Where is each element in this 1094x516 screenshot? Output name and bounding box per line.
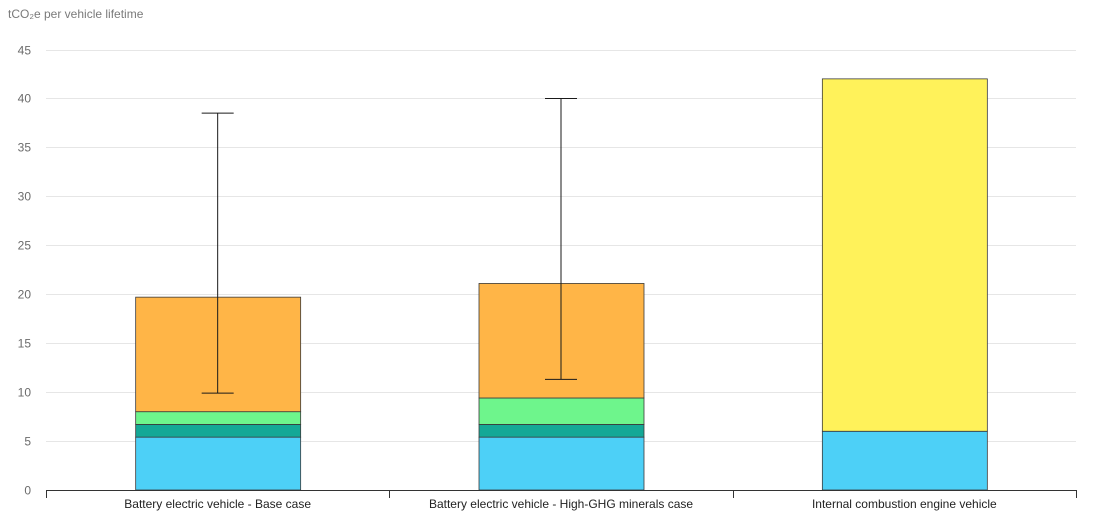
bar-segment xyxy=(478,436,645,491)
y-tick-label: 5 xyxy=(24,435,31,449)
x-axis: Battery electric vehicle - Base case Batt… xyxy=(46,490,1077,511)
x-tick-label: Battery electric vehicle - Base case xyxy=(124,497,311,511)
y-tick-label: 30 xyxy=(18,190,32,204)
y-tick-label: 15 xyxy=(18,337,32,351)
error-bars xyxy=(201,97,577,394)
y-tick-label: 35 xyxy=(18,141,32,155)
bar-segment xyxy=(135,411,302,425)
bar-segment xyxy=(821,78,988,432)
y-tick-label: 40 xyxy=(18,92,32,106)
y-tick-label: 20 xyxy=(18,288,32,302)
y-tick-label: 0 xyxy=(24,484,31,498)
y-tick-label: 45 xyxy=(18,44,32,58)
bar-segment xyxy=(821,430,988,491)
bar-segment xyxy=(135,436,302,491)
y-tick-label: 25 xyxy=(18,239,32,253)
x-tick-label: Internal combustion engine vehicle xyxy=(812,497,997,511)
bar-segment xyxy=(135,424,302,438)
bar-segment xyxy=(478,397,645,425)
bar-segment xyxy=(135,296,302,413)
y-axis-title: tCO₂e per vehicle lifetime xyxy=(8,7,144,21)
x-tick-label: Battery electric vehicle - High-GHG mine… xyxy=(429,497,693,511)
y-tick-labels: 0 5 10 15 20 25 30 35 40 45 xyxy=(18,44,32,498)
bar-segment xyxy=(478,424,645,438)
y-tick-label: 10 xyxy=(18,386,32,400)
